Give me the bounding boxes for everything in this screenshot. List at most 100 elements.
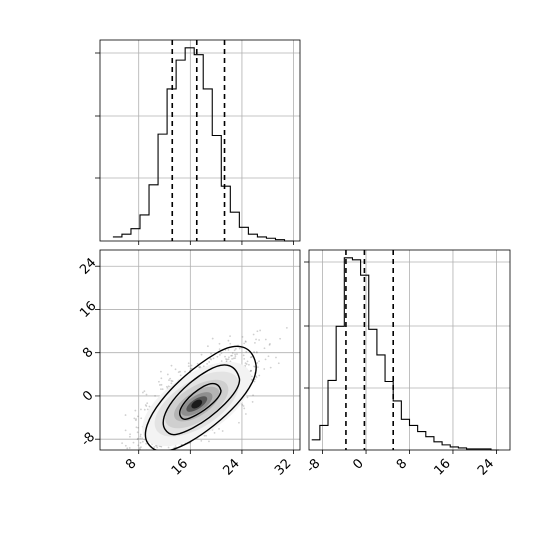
scatter-point xyxy=(115,463,117,465)
scatter-point xyxy=(244,362,247,365)
scatter-point xyxy=(250,369,252,372)
scatter-point xyxy=(173,451,175,453)
scatter-point xyxy=(255,376,258,379)
scatter-point xyxy=(231,358,233,360)
scatter-point xyxy=(161,451,163,453)
y-tick-label: 16 xyxy=(77,299,99,321)
scatter-point xyxy=(228,356,230,359)
scatter-point xyxy=(279,337,282,340)
scatter-point xyxy=(139,448,141,450)
y-tick-label: 0 xyxy=(80,388,96,404)
scatter-point xyxy=(256,362,259,364)
scatter-point xyxy=(179,370,181,373)
scatter-point xyxy=(170,382,173,385)
scatter-point xyxy=(253,380,256,383)
scatter-point xyxy=(170,364,173,367)
scatter-point xyxy=(138,447,141,449)
scatter-point xyxy=(263,347,266,350)
scatter-point xyxy=(137,415,139,418)
scatter-point xyxy=(241,336,244,338)
scatter-point xyxy=(199,366,201,369)
scatter-point xyxy=(253,351,255,354)
scatter-point xyxy=(139,437,142,440)
scatter-point xyxy=(227,339,230,342)
axes-frame xyxy=(99,249,301,451)
scatter-point xyxy=(129,433,131,436)
contour-inner xyxy=(179,382,222,421)
x-tick-label: 16 xyxy=(431,456,453,478)
scatter-point xyxy=(169,455,171,457)
scatter-point xyxy=(229,360,232,363)
scatter-point xyxy=(190,364,193,367)
scatter-point xyxy=(206,362,209,365)
scatter-point xyxy=(275,356,277,359)
scatter-point xyxy=(158,380,160,383)
scatter-point xyxy=(238,347,241,350)
scatter-point xyxy=(132,441,135,444)
scatter-point xyxy=(124,429,127,432)
scatter-point xyxy=(139,463,141,465)
scatter-content xyxy=(115,326,288,473)
scatter-point xyxy=(221,430,224,432)
scatter-point xyxy=(170,379,173,382)
scatter-point xyxy=(144,456,146,458)
scatter-point xyxy=(160,383,163,386)
scatter-point xyxy=(250,369,253,372)
scatter-point xyxy=(179,374,182,377)
scatter-point xyxy=(117,466,119,468)
x-tick-label: 16 xyxy=(169,456,191,478)
scatter-point xyxy=(143,390,146,393)
scatter-point xyxy=(161,388,164,391)
scatter-point xyxy=(159,452,161,454)
scatter-point xyxy=(253,351,256,354)
scatter-point xyxy=(137,444,140,447)
scatter-point xyxy=(139,441,142,444)
scatter-point xyxy=(196,362,199,365)
scatter-point xyxy=(174,452,176,454)
scatter-point xyxy=(253,365,255,368)
scatter-point xyxy=(250,356,253,359)
scatter-point xyxy=(137,437,139,440)
scatter-point xyxy=(180,454,182,456)
scatter-point xyxy=(249,356,252,359)
scatter-point xyxy=(145,442,147,445)
scatter-point xyxy=(171,380,174,383)
scatter-point xyxy=(141,440,144,443)
scatter-point xyxy=(254,365,256,368)
scatter-point xyxy=(285,326,288,329)
scatter-point xyxy=(244,341,247,343)
scatter-point xyxy=(153,446,156,448)
scatter-point xyxy=(200,439,203,442)
x-tick-label: 8 xyxy=(394,456,410,472)
contour-middle xyxy=(162,364,241,436)
scatter-point xyxy=(264,338,267,341)
scatter-point xyxy=(250,375,253,378)
scatter-point xyxy=(213,431,216,434)
scatter-point xyxy=(264,358,267,361)
scatter-point xyxy=(160,388,162,391)
scatter-point xyxy=(234,355,237,358)
scatter-point xyxy=(156,446,159,449)
scatter-point xyxy=(174,446,177,449)
y-tick-label: 8 xyxy=(80,345,96,361)
scatter-point xyxy=(234,357,237,359)
scatter-point xyxy=(134,409,137,412)
scatter-point xyxy=(246,396,249,399)
scatter-point xyxy=(211,337,214,340)
scatter-point xyxy=(234,353,236,356)
scatter-point xyxy=(258,374,261,377)
scatter-point xyxy=(117,471,119,473)
scatter-point xyxy=(251,401,254,403)
scatter-point xyxy=(128,447,131,449)
scatter-point xyxy=(268,343,271,346)
scatter-point xyxy=(144,404,147,406)
x-tick-label: 32 xyxy=(272,456,294,478)
scatter-point xyxy=(231,354,234,357)
scatter-point xyxy=(135,426,138,429)
scatter-point xyxy=(229,335,231,338)
scatter-point xyxy=(121,442,124,445)
scatter-point xyxy=(243,342,246,345)
scatter-point xyxy=(245,351,248,353)
x-tick-label: 0 xyxy=(350,456,366,472)
scatter-point xyxy=(140,417,143,420)
